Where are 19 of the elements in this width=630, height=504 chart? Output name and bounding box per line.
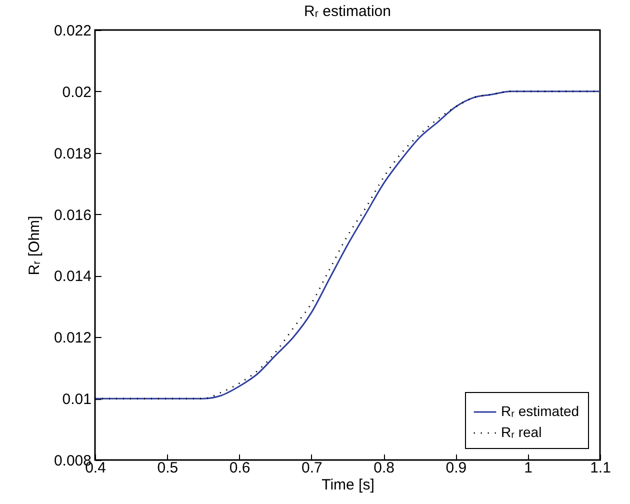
x-tick-label: 1.1 [590, 460, 611, 476]
y-tick-label: 0.018 [54, 145, 92, 162]
y-tick-label: 0.01 [62, 391, 92, 408]
x-axis-title: Time [s] [322, 476, 374, 494]
y-tick-label: 0.022 [54, 22, 92, 40]
x-tick-label: 0.8 [374, 460, 394, 476]
x-tick-label: 0.5 [157, 460, 178, 476]
y-tick-label: 0.012 [54, 330, 92, 347]
x-tick-label: 1 [524, 460, 533, 476]
y-tick-label: 0.014 [54, 268, 92, 286]
x-tick-label: 0.9 [446, 460, 467, 476]
chart-title: Rᵣ estimation [304, 3, 391, 20]
x-tick-label: 0.6 [229, 460, 250, 476]
legend-label: Rᵣ real [501, 424, 542, 440]
y-tick-label: 0.016 [54, 206, 92, 224]
y-tick-label: 0.02 [62, 84, 92, 101]
y-axis-title: Rᵣ [Ohm] [26, 216, 43, 276]
x-tick-label: 0.7 [302, 460, 322, 476]
legend-label: Rᵣ estimated [501, 403, 580, 419]
